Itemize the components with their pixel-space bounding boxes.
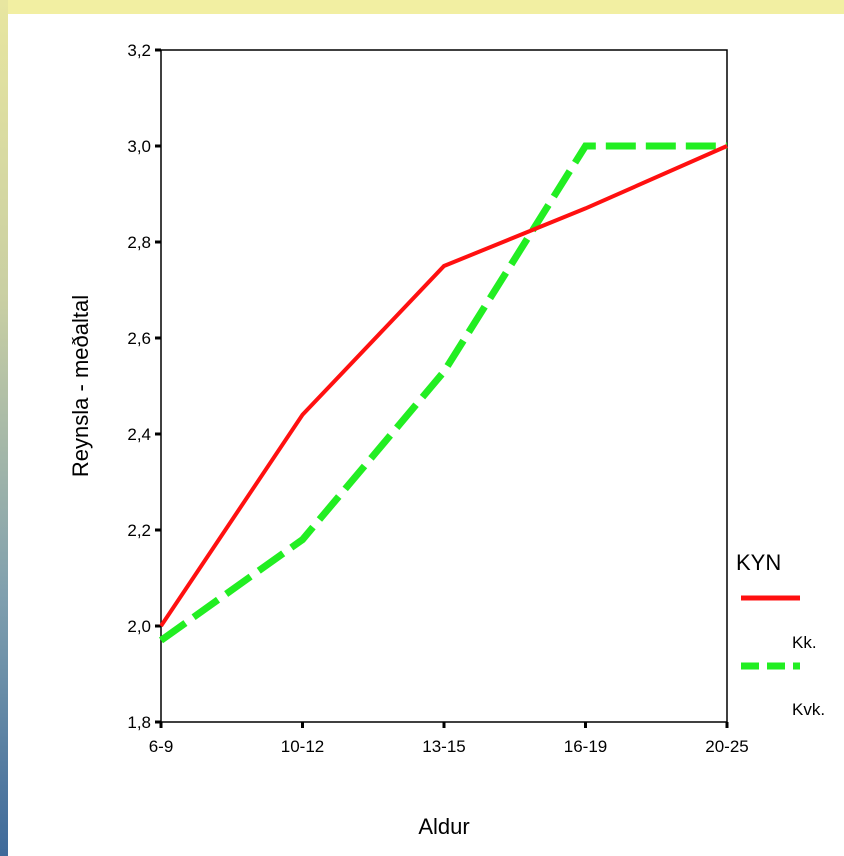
- y-axis-title: Reynsla - meðaltal: [68, 295, 93, 477]
- y-tick-label: 2,0: [127, 617, 151, 636]
- y-tick-label: 3,0: [127, 137, 151, 156]
- plot-area: [160, 49, 728, 723]
- x-tick-label: 13-15: [422, 737, 465, 756]
- legend-title: KYN: [736, 550, 781, 575]
- legend-label-kvk: Kvk.: [792, 700, 825, 719]
- x-axis: 6-9 10-12 13-15 16-19 20-25: [149, 722, 749, 756]
- y-tick-label: 2,6: [127, 329, 151, 348]
- y-tick-label: 1,8: [127, 713, 151, 732]
- x-axis-title: Aldur: [418, 814, 469, 839]
- top-decorative-band: [0, 0, 844, 14]
- series-line-kk: [159, 144, 728, 628]
- legend: KYN Kk. Kvk.: [736, 550, 825, 719]
- x-tick-label: 16-19: [564, 737, 607, 756]
- left-decorative-band: [0, 0, 8, 856]
- legend-label-kk: Kk.: [792, 633, 817, 652]
- x-tick-label: 6-9: [149, 737, 174, 756]
- x-tick-label: 20-25: [705, 737, 748, 756]
- y-tick-label: 2,8: [127, 233, 151, 252]
- y-tick-label: 3,2: [127, 41, 151, 60]
- y-axis: 1,8 2,0 2,2 2,4 2,6 2,8 3,0 3,2: [127, 41, 161, 732]
- y-tick-label: 2,4: [127, 425, 151, 444]
- x-tick-label: 10-12: [281, 737, 324, 756]
- y-tick-label: 2,2: [127, 521, 151, 540]
- series-layer: [158, 142, 728, 644]
- series-line-kvk: [158, 142, 727, 644]
